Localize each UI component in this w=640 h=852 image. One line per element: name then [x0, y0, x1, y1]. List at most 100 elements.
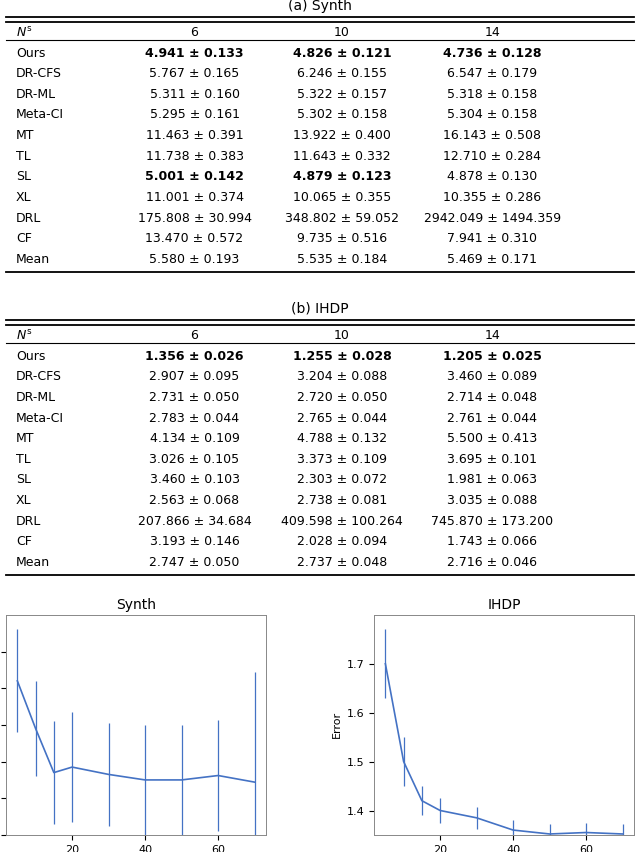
Text: 1.981 ± 0.063: 1.981 ± 0.063	[447, 474, 538, 486]
Text: 2.783 ± 0.044: 2.783 ± 0.044	[150, 412, 239, 424]
Text: 4.134 ± 0.109: 4.134 ± 0.109	[150, 432, 239, 446]
Text: Meta-CI: Meta-CI	[16, 412, 64, 424]
Text: 13.470 ± 0.572: 13.470 ± 0.572	[145, 233, 244, 245]
Text: 14: 14	[484, 26, 500, 39]
Text: 3.204 ± 0.088: 3.204 ± 0.088	[297, 371, 387, 383]
Text: 3.035 ± 0.088: 3.035 ± 0.088	[447, 494, 538, 507]
Text: Mean: Mean	[16, 556, 50, 569]
Text: 5.767 ± 0.165: 5.767 ± 0.165	[149, 67, 240, 80]
Text: 6.246 ± 0.155: 6.246 ± 0.155	[297, 67, 387, 80]
Text: SL: SL	[16, 474, 31, 486]
Text: 409.598 ± 100.264: 409.598 ± 100.264	[281, 515, 403, 527]
Text: $N^\mathrm{s}$: $N^\mathrm{s}$	[16, 329, 32, 343]
Text: 6: 6	[191, 329, 198, 343]
Text: 13.922 ± 0.400: 13.922 ± 0.400	[293, 129, 391, 142]
Text: MT: MT	[16, 432, 35, 446]
Text: 2.731 ± 0.050: 2.731 ± 0.050	[149, 391, 240, 404]
Text: MT: MT	[16, 129, 35, 142]
Text: 4.826 ± 0.121: 4.826 ± 0.121	[292, 47, 391, 60]
Text: 2.738 ± 0.081: 2.738 ± 0.081	[297, 494, 387, 507]
Text: 16.143 ± 0.508: 16.143 ± 0.508	[444, 129, 541, 142]
Text: XL: XL	[16, 494, 31, 507]
Text: 5.311 ± 0.160: 5.311 ± 0.160	[150, 88, 239, 101]
Text: 4.878 ± 0.130: 4.878 ± 0.130	[447, 170, 538, 183]
Text: 3.026 ± 0.105: 3.026 ± 0.105	[150, 453, 239, 466]
Text: TL: TL	[16, 150, 31, 163]
Text: CF: CF	[16, 233, 32, 245]
Text: 745.870 ± 173.200: 745.870 ± 173.200	[431, 515, 554, 527]
Text: 5.535 ± 0.184: 5.535 ± 0.184	[297, 253, 387, 266]
Text: 3.695 ± 0.101: 3.695 ± 0.101	[447, 453, 538, 466]
Text: 1.205 ± 0.025: 1.205 ± 0.025	[443, 349, 542, 363]
Text: 2942.049 ± 1494.359: 2942.049 ± 1494.359	[424, 211, 561, 225]
Text: (b) IHDP: (b) IHDP	[291, 302, 349, 316]
Text: 5.302 ± 0.158: 5.302 ± 0.158	[297, 108, 387, 122]
Text: 2.716 ± 0.046: 2.716 ± 0.046	[447, 556, 538, 569]
Text: 4.879 ± 0.123: 4.879 ± 0.123	[292, 170, 391, 183]
Text: 348.802 ± 59.052: 348.802 ± 59.052	[285, 211, 399, 225]
Text: (a) Synth: (a) Synth	[288, 0, 352, 13]
Text: 4.736 ± 0.128: 4.736 ± 0.128	[444, 47, 541, 60]
Text: $N^\mathrm{s}$: $N^\mathrm{s}$	[16, 26, 32, 39]
Text: 5.001 ± 0.142: 5.001 ± 0.142	[145, 170, 244, 183]
Text: 5.500 ± 0.413: 5.500 ± 0.413	[447, 432, 538, 446]
Text: 4.788 ± 0.132: 4.788 ± 0.132	[297, 432, 387, 446]
Text: 2.714 ± 0.048: 2.714 ± 0.048	[447, 391, 538, 404]
Text: 5.318 ± 0.158: 5.318 ± 0.158	[447, 88, 538, 101]
Text: DR-CFS: DR-CFS	[16, 67, 62, 80]
Title: IHDP: IHDP	[487, 598, 521, 613]
Text: 2.765 ± 0.044: 2.765 ± 0.044	[297, 412, 387, 424]
Title: Synth: Synth	[116, 598, 156, 613]
Text: 12.710 ± 0.284: 12.710 ± 0.284	[444, 150, 541, 163]
Text: Mean: Mean	[16, 253, 50, 266]
Text: SL: SL	[16, 170, 31, 183]
Text: 175.808 ± 30.994: 175.808 ± 30.994	[138, 211, 252, 225]
Text: 4.941 ± 0.133: 4.941 ± 0.133	[145, 47, 244, 60]
Text: Ours: Ours	[16, 47, 45, 60]
Text: 5.304 ± 0.158: 5.304 ± 0.158	[447, 108, 538, 122]
Text: 10.355 ± 0.286: 10.355 ± 0.286	[444, 191, 541, 204]
Text: 3.460 ± 0.103: 3.460 ± 0.103	[150, 474, 239, 486]
Text: DR-ML: DR-ML	[16, 391, 56, 404]
Text: 2.907 ± 0.095: 2.907 ± 0.095	[149, 371, 240, 383]
Text: 1.743 ± 0.066: 1.743 ± 0.066	[447, 535, 538, 549]
Text: DRL: DRL	[16, 515, 41, 527]
Text: TL: TL	[16, 453, 31, 466]
Text: 11.738 ± 0.383: 11.738 ± 0.383	[145, 150, 244, 163]
Text: CF: CF	[16, 535, 32, 549]
Text: DR-ML: DR-ML	[16, 88, 56, 101]
Text: 2.761 ± 0.044: 2.761 ± 0.044	[447, 412, 538, 424]
Text: XL: XL	[16, 191, 31, 204]
Text: 5.469 ± 0.171: 5.469 ± 0.171	[447, 253, 538, 266]
Text: 10: 10	[334, 329, 350, 343]
Text: DRL: DRL	[16, 211, 41, 225]
Text: 5.580 ± 0.193: 5.580 ± 0.193	[149, 253, 240, 266]
Text: 2.563 ± 0.068: 2.563 ± 0.068	[150, 494, 239, 507]
Text: 11.463 ± 0.391: 11.463 ± 0.391	[146, 129, 243, 142]
Text: 1.356 ± 0.026: 1.356 ± 0.026	[145, 349, 244, 363]
Text: 2.737 ± 0.048: 2.737 ± 0.048	[297, 556, 387, 569]
Text: 2.720 ± 0.050: 2.720 ± 0.050	[297, 391, 387, 404]
Text: 6: 6	[191, 26, 198, 39]
Text: 3.460 ± 0.089: 3.460 ± 0.089	[447, 371, 538, 383]
Text: 5.322 ± 0.157: 5.322 ± 0.157	[297, 88, 387, 101]
Text: Ours: Ours	[16, 349, 45, 363]
Text: Meta-CI: Meta-CI	[16, 108, 64, 122]
Text: 11.643 ± 0.332: 11.643 ± 0.332	[293, 150, 391, 163]
Text: 1.255 ± 0.028: 1.255 ± 0.028	[292, 349, 391, 363]
Text: 14: 14	[484, 329, 500, 343]
Text: 207.866 ± 34.684: 207.866 ± 34.684	[138, 515, 252, 527]
Text: 2.028 ± 0.094: 2.028 ± 0.094	[297, 535, 387, 549]
Text: 6.547 ± 0.179: 6.547 ± 0.179	[447, 67, 538, 80]
Text: 7.941 ± 0.310: 7.941 ± 0.310	[447, 233, 538, 245]
Text: 11.001 ± 0.374: 11.001 ± 0.374	[145, 191, 244, 204]
Text: 2.747 ± 0.050: 2.747 ± 0.050	[149, 556, 240, 569]
Text: DR-CFS: DR-CFS	[16, 371, 62, 383]
Text: 5.295 ± 0.161: 5.295 ± 0.161	[150, 108, 239, 122]
Text: 2.303 ± 0.072: 2.303 ± 0.072	[297, 474, 387, 486]
Text: 9.735 ± 0.516: 9.735 ± 0.516	[297, 233, 387, 245]
Text: 10.065 ± 0.355: 10.065 ± 0.355	[293, 191, 391, 204]
Y-axis label: Error: Error	[332, 711, 341, 739]
Text: 3.193 ± 0.146: 3.193 ± 0.146	[150, 535, 239, 549]
Text: 10: 10	[334, 26, 350, 39]
